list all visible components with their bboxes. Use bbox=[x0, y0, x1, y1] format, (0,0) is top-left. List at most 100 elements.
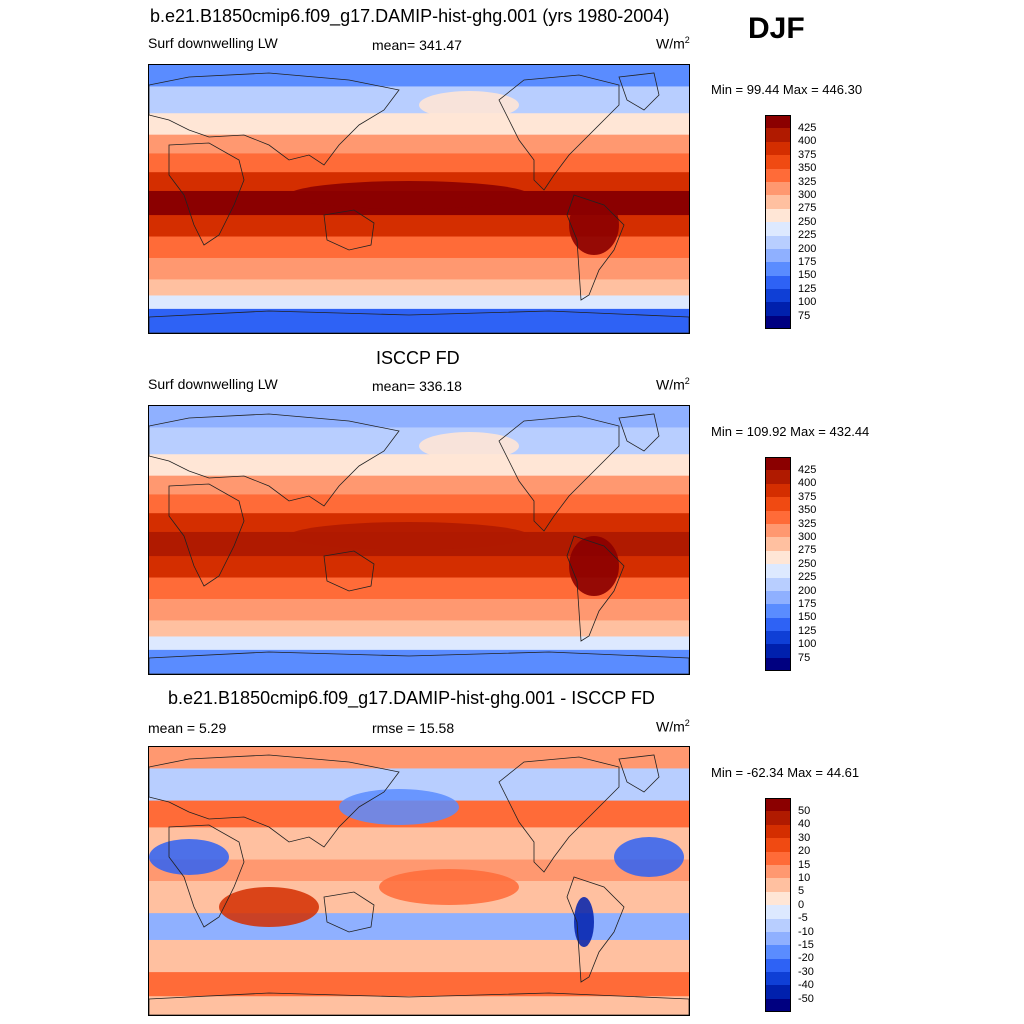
colorbar-tick-label: 225 bbox=[798, 229, 817, 242]
colorbar-swatch bbox=[765, 195, 791, 209]
colorbar bbox=[765, 798, 791, 1013]
colorbar-tick-label: 125 bbox=[798, 624, 817, 637]
colorbar-tick-label: 325 bbox=[798, 175, 817, 188]
colorbar-tick-label: 400 bbox=[798, 135, 817, 148]
colorbar-tick-label: 350 bbox=[798, 162, 817, 175]
map-obs bbox=[148, 405, 690, 675]
colorbar-tick-label: 100 bbox=[798, 638, 817, 651]
colorbar-tick-label: -5 bbox=[798, 912, 808, 925]
colorbar-swatch bbox=[765, 497, 791, 511]
colorbar-swatch bbox=[765, 617, 791, 632]
colorbar-tick-label: 20 bbox=[798, 845, 811, 858]
colorbar-tick-label: 425 bbox=[798, 463, 817, 476]
colorbar-tick-label: 150 bbox=[798, 611, 817, 624]
colorbar-tick-label: 125 bbox=[798, 282, 817, 295]
colorbar-tick-label: 300 bbox=[798, 188, 817, 201]
colorbar-swatch bbox=[765, 510, 791, 524]
colorbar-tick-label: 40 bbox=[798, 818, 811, 831]
colorbar-swatch bbox=[765, 878, 791, 892]
colorbar-tick-label: 150 bbox=[798, 269, 817, 282]
colorbar-tick-label: 275 bbox=[798, 202, 817, 215]
colorbar-tick-label: -40 bbox=[798, 979, 814, 992]
colorbar-tick-label: 275 bbox=[798, 544, 817, 557]
colorbar-swatch bbox=[765, 931, 791, 946]
colorbar-tick-label: 325 bbox=[798, 517, 817, 530]
colorbar-swatch bbox=[765, 248, 791, 263]
colorbar-tick-label: 375 bbox=[798, 490, 817, 503]
colorbar-swatch bbox=[765, 550, 791, 565]
colorbar-tick-label: 250 bbox=[798, 557, 817, 570]
colorbar-swatch bbox=[765, 181, 791, 196]
colorbar-tick-label: -10 bbox=[798, 925, 814, 938]
colorbar-swatch bbox=[765, 457, 791, 471]
panel-title: b.e21.B1850cmip6.f09_g17.DAMIP-hist-ghg.… bbox=[168, 688, 655, 708]
season-label: DJF bbox=[748, 12, 805, 45]
colorbar-tick-label: 375 bbox=[798, 148, 817, 161]
colorbar-swatch bbox=[765, 289, 791, 303]
colorbar-swatch bbox=[765, 985, 791, 999]
rmse-label: rmse = 15.58 bbox=[372, 720, 455, 736]
colorbar-tick-label: 200 bbox=[798, 242, 817, 255]
colorbar-swatch bbox=[765, 168, 791, 182]
colorbar-tick-label: 250 bbox=[798, 215, 817, 228]
colorbar-swatch bbox=[765, 958, 791, 973]
colorbar-tick-label: 0 bbox=[798, 898, 805, 911]
colorbar-swatch bbox=[765, 905, 791, 919]
minmax-label: Min = 99.44 Max = 446.30 bbox=[711, 82, 863, 97]
colorbar-tick-label: 50 bbox=[798, 804, 811, 817]
colorbar-swatch bbox=[765, 523, 791, 538]
colorbar-swatch bbox=[765, 222, 791, 236]
colorbar-swatch bbox=[765, 470, 791, 484]
colorbar-tick-label: 200 bbox=[798, 584, 817, 597]
colorbar-swatch bbox=[765, 302, 791, 316]
colorbar-swatch bbox=[765, 115, 791, 129]
colorbar-tick-label: 425 bbox=[798, 121, 817, 134]
colorbar-tick-label: 350 bbox=[798, 504, 817, 517]
colorbar-tick-label: 75 bbox=[798, 309, 811, 322]
mean-label: mean = 5.29 bbox=[148, 720, 227, 736]
colorbar-swatch bbox=[765, 998, 791, 1013]
colorbar-swatch bbox=[765, 208, 791, 223]
colorbar-swatch bbox=[765, 891, 791, 906]
colorbar-swatch bbox=[765, 824, 791, 839]
units-label: W/m2 bbox=[656, 718, 690, 735]
colorbar-tick-label: 175 bbox=[798, 255, 817, 268]
colorbar-tick-label: 75 bbox=[798, 651, 811, 664]
colorbar-swatch bbox=[765, 564, 791, 578]
colorbar-swatch bbox=[765, 128, 791, 142]
colorbar-tick-label: 30 bbox=[798, 831, 811, 844]
colorbar-swatch bbox=[765, 945, 791, 959]
units-label: W/m2 bbox=[656, 376, 690, 393]
colorbar-tick-label: -20 bbox=[798, 952, 814, 965]
colorbar-tick-label: 175 bbox=[798, 597, 817, 610]
colorbar bbox=[765, 457, 791, 672]
colorbar bbox=[765, 115, 791, 330]
colorbar-swatch bbox=[765, 798, 791, 812]
colorbar-tick-label: 15 bbox=[798, 858, 811, 871]
map-diff bbox=[148, 746, 690, 1016]
colorbar-tick-label: -30 bbox=[798, 965, 814, 978]
colorbar-tick-label: 400 bbox=[798, 477, 817, 490]
colorbar-swatch bbox=[765, 811, 791, 825]
colorbar-swatch bbox=[765, 838, 791, 852]
colorbar-swatch bbox=[765, 657, 791, 672]
colorbar-swatch bbox=[765, 644, 791, 658]
variable-label: Surf downwelling LW bbox=[148, 35, 278, 51]
colorbar-swatch bbox=[765, 604, 791, 618]
colorbar-tick-label: 300 bbox=[798, 530, 817, 543]
minmax-label: Min = 109.92 Max = 432.44 bbox=[711, 424, 870, 439]
colorbar-swatch bbox=[765, 275, 791, 290]
map-model bbox=[148, 64, 690, 334]
colorbar-tick-label: -50 bbox=[798, 992, 814, 1005]
colorbar-tick-label: 10 bbox=[798, 871, 811, 884]
colorbar-tick-label: 5 bbox=[798, 885, 805, 898]
colorbar-swatch bbox=[765, 577, 791, 591]
colorbar-swatch bbox=[765, 631, 791, 645]
minmax-label: Min = -62.34 Max = 44.61 bbox=[711, 765, 860, 780]
colorbar-tick-label: 225 bbox=[798, 571, 817, 584]
colorbar-swatch bbox=[765, 972, 791, 986]
panel-title: b.e21.B1850cmip6.f09_g17.DAMIP-hist-ghg.… bbox=[150, 6, 670, 26]
colorbar-swatch bbox=[765, 851, 791, 865]
colorbar-tick-label: 100 bbox=[798, 296, 817, 309]
units-label: W/m2 bbox=[656, 35, 690, 52]
